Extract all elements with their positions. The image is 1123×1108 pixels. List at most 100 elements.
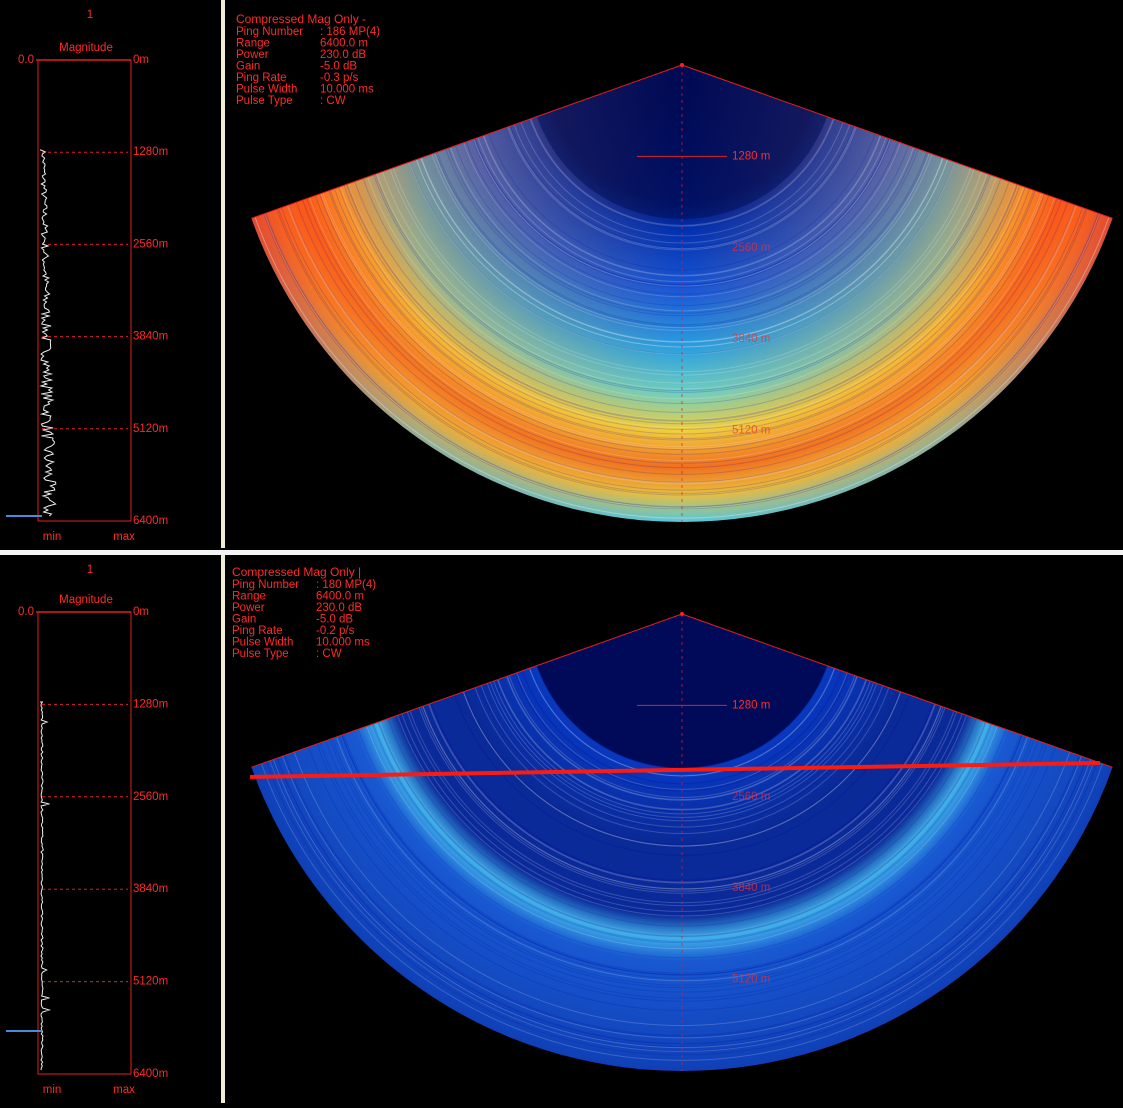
range-label: 0m xyxy=(133,54,149,66)
info-title: Compressed Mag Only - xyxy=(236,12,366,26)
fan-edge xyxy=(681,64,1113,219)
fan-range-label: 2560 m xyxy=(732,242,770,254)
fan-range-label: 5120 m xyxy=(732,425,770,437)
speckle-arc xyxy=(392,167,972,373)
info-label: Gain xyxy=(232,614,256,626)
speckle-arc xyxy=(308,197,1056,461)
speckle-arc xyxy=(465,141,899,295)
info-label: Range xyxy=(236,38,270,50)
info-label: Pulse Type xyxy=(236,95,293,107)
speckle-arc xyxy=(418,707,946,894)
fan-edge xyxy=(681,613,1113,768)
info-value: : 180 MP(4) xyxy=(316,579,376,591)
speckle-arc xyxy=(373,723,991,942)
speckle-arc xyxy=(328,190,1036,441)
speckle-arc xyxy=(513,124,851,244)
info-value: 230.0 dB xyxy=(316,602,362,614)
speckle-arc xyxy=(322,192,1042,448)
speckle-arc xyxy=(406,711,958,907)
info-label: Pulse Type xyxy=(232,648,289,660)
fan-edge xyxy=(251,613,683,768)
speckle-arc xyxy=(447,148,917,314)
speckle-arc xyxy=(479,685,885,830)
speckle-arc xyxy=(374,174,990,392)
info-value: -5.0 dB xyxy=(316,614,353,626)
speckle-arc xyxy=(282,756,1082,1039)
speckle-arc xyxy=(266,761,1098,1056)
speckle-arc xyxy=(420,706,944,892)
speckle-arc xyxy=(420,157,944,343)
seabed-echo xyxy=(249,761,1101,779)
pane-divider xyxy=(221,0,225,548)
range-label: 2560m xyxy=(133,238,168,250)
info-label: Ping Number xyxy=(232,579,299,591)
speckle-arc xyxy=(254,216,1110,519)
sonar-edge-glow xyxy=(251,65,1113,523)
speckle-arc xyxy=(320,193,1044,449)
fan-range-label: 1280 m xyxy=(732,150,770,162)
range-label: 5120m xyxy=(133,976,168,988)
speckle-arc xyxy=(302,199,1062,469)
range-label: 1280m xyxy=(133,146,168,158)
plot-index: 1 xyxy=(87,9,93,21)
speckle-arc xyxy=(341,734,1023,976)
fan-range-label: 1280 m xyxy=(732,699,770,711)
range-label: 1280m xyxy=(133,698,168,710)
magnitude-trace xyxy=(39,149,57,517)
speckle-arc xyxy=(493,680,871,815)
speckle-arc xyxy=(308,746,1056,1011)
plot-title: Magnitude xyxy=(59,594,113,606)
speckle-arc xyxy=(378,721,986,936)
info-label: Pulse Width xyxy=(236,84,297,96)
fan-edge xyxy=(251,64,683,219)
info-value: 230.0 dB xyxy=(320,49,366,61)
speckle-arc xyxy=(293,751,1071,1027)
fan-range-label: 3840 m xyxy=(732,882,770,894)
info-label: Ping Number xyxy=(236,26,303,38)
info-value: 6400.0 m xyxy=(320,38,368,50)
speckle-arc xyxy=(333,188,1031,435)
info-label: Power xyxy=(232,602,265,614)
speckle-arc xyxy=(254,216,1110,519)
info-value: -0.3 p/s xyxy=(320,72,359,84)
info-label: Gain xyxy=(236,61,260,73)
speckle-arc xyxy=(346,183,1018,421)
speckle-arc xyxy=(477,137,887,283)
range-label: 3840m xyxy=(133,331,168,343)
speckle-arc xyxy=(295,202,1069,475)
info-value: 6400.0 m xyxy=(316,591,364,603)
max-label: max xyxy=(113,531,135,543)
plot-title: Magnitude xyxy=(59,42,113,54)
fan-range-label: 2560 m xyxy=(732,791,770,803)
range-label: 5120m xyxy=(133,423,168,435)
speckle-arc xyxy=(286,205,1078,485)
apex xyxy=(680,63,684,67)
info-label: Range xyxy=(232,591,266,603)
speckle-arc xyxy=(276,209,1088,496)
plot-frame xyxy=(37,611,132,1075)
speckle-arc xyxy=(473,138,891,287)
range-label: 2560m xyxy=(133,791,168,803)
speckle-arc xyxy=(371,724,993,944)
speckle-arc xyxy=(354,181,1010,413)
speckle-arc xyxy=(276,758,1088,1045)
min-label: min xyxy=(43,531,62,543)
speckle-arc xyxy=(347,183,1017,421)
plot-frame xyxy=(37,59,132,522)
speckle-arc xyxy=(486,683,878,822)
info-value: : 186 MP(4) xyxy=(320,26,380,38)
range-label: 6400m xyxy=(133,515,168,527)
range-label: 6400m xyxy=(133,1068,168,1080)
speckle-arc xyxy=(431,153,933,331)
speckle-arc xyxy=(319,193,1045,451)
speckle-arc xyxy=(367,176,997,400)
speckle-arc xyxy=(530,118,834,226)
speckle-arc xyxy=(341,734,1023,976)
speckle-arc xyxy=(345,184,1019,422)
fan-range-label: 5120 m xyxy=(732,974,770,986)
info-value: -5.0 dB xyxy=(320,61,357,73)
speckle-arc xyxy=(341,734,1023,976)
speckle-arc xyxy=(506,676,858,800)
